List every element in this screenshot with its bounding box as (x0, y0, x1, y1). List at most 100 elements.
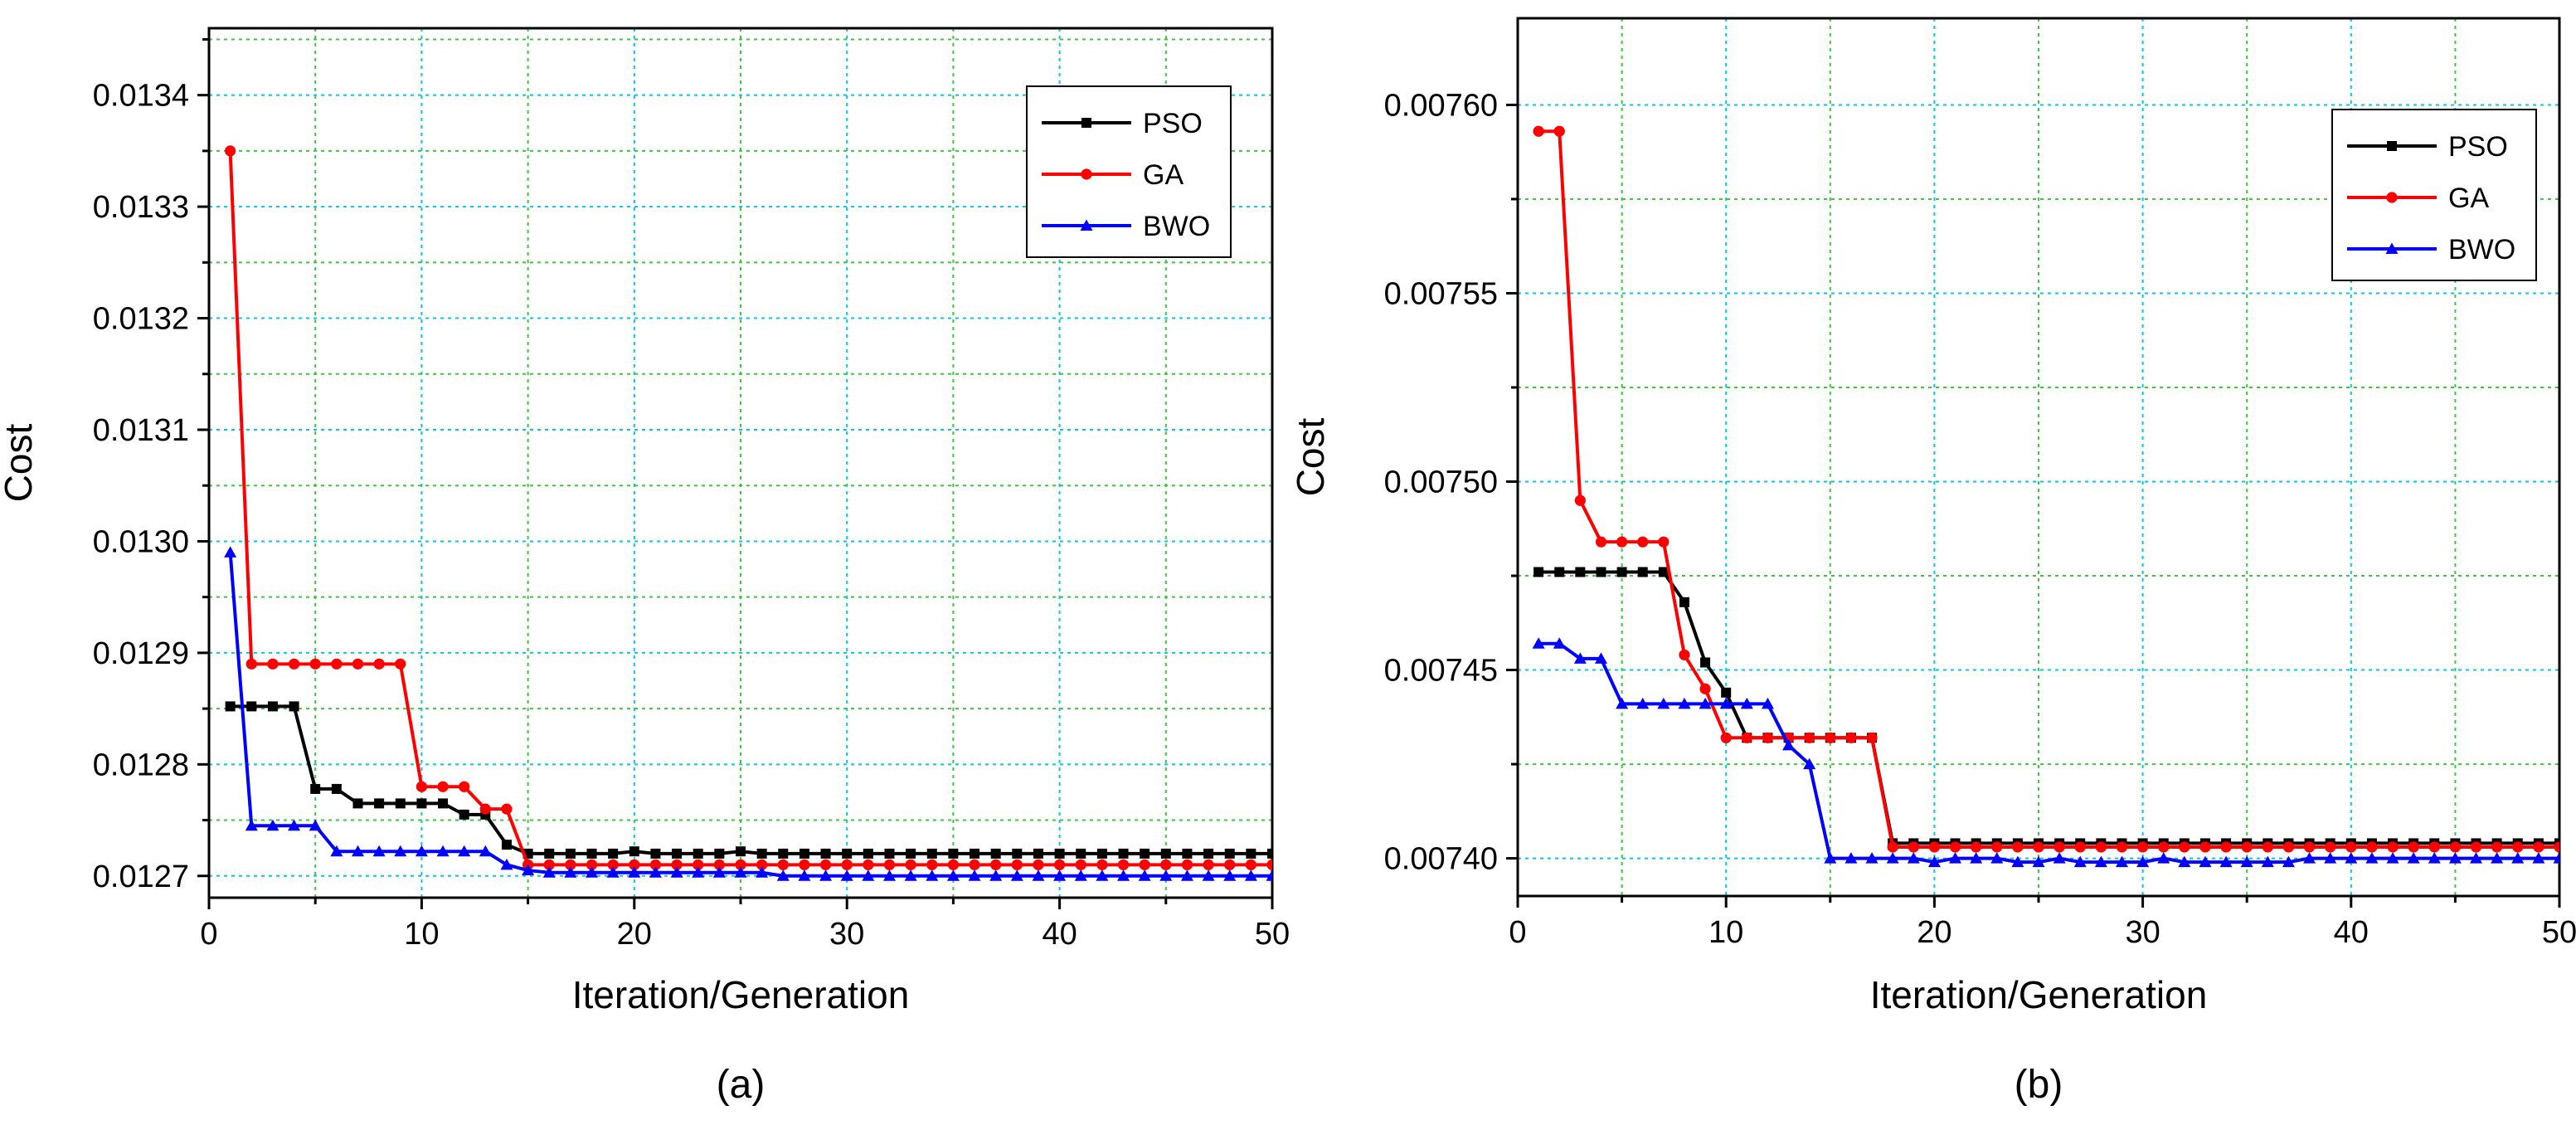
legend-box (1026, 85, 1232, 258)
data-point (245, 819, 258, 831)
data-point (1865, 852, 1879, 864)
data-point (1825, 732, 1836, 743)
data-point (2033, 841, 2044, 853)
data-point (458, 845, 471, 857)
data-point (2199, 855, 2212, 868)
data-point (1782, 738, 1796, 751)
x-tick-label: 30 (829, 917, 864, 952)
data-point (948, 848, 959, 859)
panel-label: (a) (717, 1063, 766, 1107)
data-point (289, 701, 299, 712)
data-point (2470, 841, 2482, 853)
data-point (436, 845, 450, 857)
data-point (1970, 852, 1983, 864)
legend-label: BWO (1143, 211, 1210, 242)
y-tick-label: 0.0127 (93, 860, 189, 894)
data-point (2157, 852, 2170, 864)
data-point (947, 859, 959, 870)
data-point (1721, 687, 1732, 698)
data-point (1202, 869, 1215, 881)
grid (209, 28, 1272, 898)
data-point (1139, 859, 1150, 870)
data-point (1658, 567, 1669, 577)
series-line (228, 552, 1272, 878)
data-point (542, 866, 556, 878)
data-point (968, 869, 981, 881)
data-point (1740, 697, 1753, 709)
data-point (224, 546, 237, 558)
y-axis: 0.0127 0.0128 0.0129 0.0130 0.0131 0.0132 0.01… (93, 37, 209, 894)
data-point (2012, 841, 2024, 853)
data-point (1553, 637, 1566, 649)
series-line (230, 704, 1272, 855)
data-point (2448, 852, 2462, 864)
data-point (1804, 732, 1815, 743)
data-point (2554, 841, 2559, 853)
data-point (1928, 841, 1940, 853)
data-point (2282, 855, 2295, 868)
data-point (819, 869, 833, 881)
data-point (608, 848, 619, 859)
data-point (1160, 859, 1172, 870)
data-point (544, 848, 555, 859)
data-point (2325, 841, 2336, 853)
data-point (884, 848, 895, 859)
data-point (2491, 841, 2503, 853)
y-tick-label: 0.00760 (1384, 88, 1498, 123)
data-point (799, 859, 810, 870)
data-point (2303, 841, 2316, 853)
data-point (1076, 848, 1086, 859)
data-point (2011, 855, 2024, 868)
data-point (1699, 683, 1711, 694)
legend-label: PSO (1143, 108, 1203, 139)
data-point (798, 869, 811, 881)
legend-label: BWO (2448, 234, 2515, 265)
x-tick-label: 10 (1708, 915, 1743, 950)
data-point (1010, 869, 1023, 881)
y-tick-label: 0.0131 (93, 413, 189, 448)
y-tick-label: 0.00745 (1384, 654, 1498, 689)
data-point (2094, 855, 2107, 868)
data-point (1081, 118, 1091, 128)
data-point (1949, 841, 1961, 853)
data-point (416, 781, 427, 792)
data-point (2449, 841, 2461, 853)
data-point (1532, 637, 1545, 649)
data-point (459, 781, 470, 792)
legend-label: GA (2448, 183, 2489, 214)
data-point (2491, 852, 2504, 864)
data-point (2220, 841, 2232, 853)
data-point (1574, 494, 1586, 506)
chart-b: 0 10 20 30 40 500.007400.007450.007500.007550… (1289, 17, 2576, 1107)
data-point (736, 846, 746, 857)
legend-item-pso: PSO (1042, 108, 1203, 139)
y-axis: 0.00740 0.00745 0.00750 0.00755 0.00760 (1384, 88, 1518, 877)
data-point (629, 859, 640, 870)
data-point (776, 869, 790, 881)
data-point (1182, 848, 1193, 859)
data-point (1679, 597, 1689, 607)
legend-item-pso: PSO (2347, 131, 2508, 163)
data-point (2366, 841, 2378, 853)
data-point (2179, 841, 2190, 853)
data-point (1096, 859, 1108, 870)
chart-a: 0 10 20 30 40 50 0.0127 0.0128 0.0129 0.0130 0.013… (0, 27, 1290, 1107)
data-point (2241, 841, 2253, 853)
data-point (245, 658, 257, 670)
data-point (1803, 757, 1816, 770)
data-point (712, 866, 726, 878)
data-point (1224, 859, 1236, 870)
data-point (1053, 869, 1067, 881)
data-point (1845, 732, 1857, 743)
data-point (1616, 536, 1628, 548)
data-point (1866, 732, 1878, 743)
data-point (2115, 855, 2128, 868)
data-point (1637, 567, 1648, 577)
data-point (331, 783, 342, 794)
data-point (2386, 852, 2399, 864)
x-tick-label: 30 (2125, 915, 2160, 950)
data-point (672, 848, 683, 859)
series-bwo (1532, 637, 2559, 868)
legend-label: GA (1143, 159, 1184, 191)
series-bwo (224, 546, 1272, 881)
